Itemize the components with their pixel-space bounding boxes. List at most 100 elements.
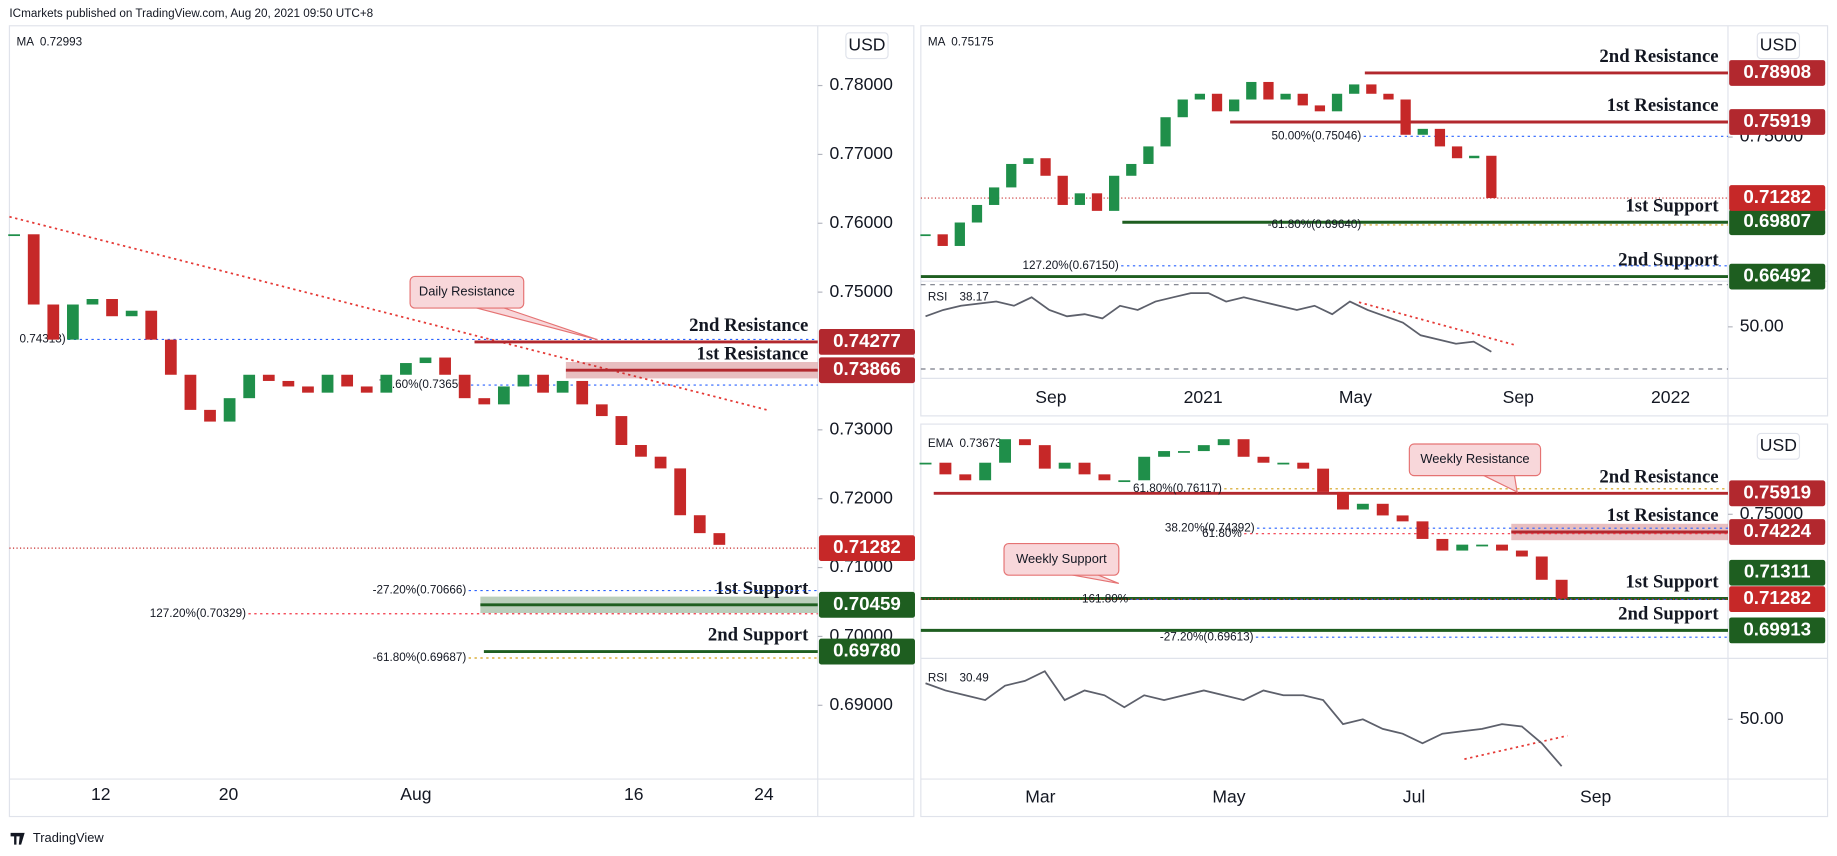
candle [1277, 462, 1290, 465]
price-label: 0.71282 [1743, 186, 1811, 207]
candle [1217, 439, 1230, 446]
level-name: 2nd Support [1618, 603, 1719, 624]
y-tick-label: 0.76000 [829, 212, 893, 232]
candle [1023, 158, 1034, 164]
candle [27, 234, 40, 305]
indicator-name: EMA [928, 437, 954, 450]
candle [1515, 550, 1528, 557]
candle [106, 299, 118, 317]
rsi-line [925, 292, 1492, 353]
candle [1356, 503, 1369, 510]
candle [1098, 474, 1111, 481]
x-tick-label: Sep [1580, 786, 1611, 806]
candle [86, 299, 99, 305]
candle [979, 462, 992, 481]
x-tick-label: May [1212, 786, 1245, 806]
candle [1469, 155, 1480, 159]
candle [400, 363, 412, 375]
level-name: 1st Support [1625, 195, 1719, 216]
fib-label: -61.80%(0.69640) [1268, 218, 1362, 231]
price-label-box [1729, 559, 1826, 586]
candle [920, 234, 931, 237]
price-label-box [1729, 617, 1826, 644]
candle [1496, 544, 1508, 551]
rsi-line [925, 670, 1563, 767]
candle [439, 357, 451, 375]
candle [959, 474, 972, 481]
candle [302, 386, 314, 393]
y-tick-label: 0.69000 [829, 694, 893, 714]
price-label: 0.75919 [1743, 481, 1811, 502]
price-label: 0.74224 [1743, 520, 1811, 541]
candle [517, 374, 530, 387]
candle [1006, 163, 1017, 188]
panel-border [920, 423, 1829, 818]
level-name: 1st Support [1625, 572, 1719, 593]
candle [693, 515, 706, 534]
panel-border [920, 25, 1829, 417]
callout-text: Weekly Resistance [1420, 451, 1529, 466]
candle [243, 374, 256, 399]
y-tick-label: 0.75000 [829, 281, 893, 301]
candle [999, 439, 1012, 463]
candle [1297, 93, 1308, 106]
price-label: 0.70459 [833, 593, 901, 614]
x-tick-label: 20 [219, 784, 239, 804]
level-name: 1st Resistance [697, 343, 809, 364]
candle [1434, 128, 1446, 147]
candle [1108, 175, 1120, 211]
candle [1211, 93, 1223, 112]
fib-label: 127.20%(0.67150) [1023, 259, 1119, 272]
y-tick-label: 0.75000 [1740, 503, 1804, 523]
price-label: 0.73866 [833, 358, 901, 379]
candle [1078, 462, 1091, 475]
candle [1158, 451, 1171, 457]
x-tick-label: Mar [1025, 786, 1055, 806]
candle [1349, 84, 1360, 94]
price-label: 0.75919 [1743, 110, 1811, 131]
currency: USD [848, 34, 885, 54]
candle [497, 386, 510, 405]
candle [1396, 515, 1409, 522]
indicator-name: RSI [928, 291, 948, 304]
candle [1194, 93, 1206, 100]
candle [1263, 81, 1274, 100]
currency: USD [1760, 34, 1797, 54]
candle [1197, 445, 1210, 452]
candle [1143, 146, 1154, 164]
indicator-value: 0.73673 [960, 437, 1002, 450]
candle [282, 380, 295, 387]
candle [360, 386, 373, 393]
fib-label: 61.80% [1202, 527, 1242, 540]
candle [595, 404, 608, 417]
candle [1126, 163, 1137, 176]
candle [937, 234, 948, 246]
candle [1486, 155, 1497, 199]
indicator-value: 0.75175 [951, 35, 994, 48]
price-label: 0.71282 [833, 536, 901, 557]
callout [1003, 542, 1120, 576]
candle [615, 416, 628, 445]
level-name: 2nd Support [1618, 250, 1719, 271]
candle [321, 374, 334, 393]
fib-label: -27.20%(0.69613) [1160, 630, 1254, 643]
candle [1057, 175, 1068, 205]
trendline [1358, 301, 1518, 347]
candle [1177, 451, 1190, 453]
candle [1417, 128, 1428, 135]
candle [1280, 93, 1291, 100]
panel-border [8, 25, 915, 818]
price-label-box [1729, 480, 1826, 507]
candle [1038, 445, 1051, 469]
indicator-name: MA [928, 35, 946, 48]
x-tick-label: Aug [400, 784, 431, 804]
x-tick-label: 2022 [1651, 387, 1690, 407]
y-tick-label: 0.71000 [829, 556, 893, 576]
currency-box [845, 32, 889, 60]
candle [556, 380, 569, 393]
level-name: 1st Resistance [1607, 505, 1719, 526]
candle [1229, 99, 1240, 112]
candle [1246, 81, 1257, 100]
price-label-box [1729, 519, 1826, 545]
